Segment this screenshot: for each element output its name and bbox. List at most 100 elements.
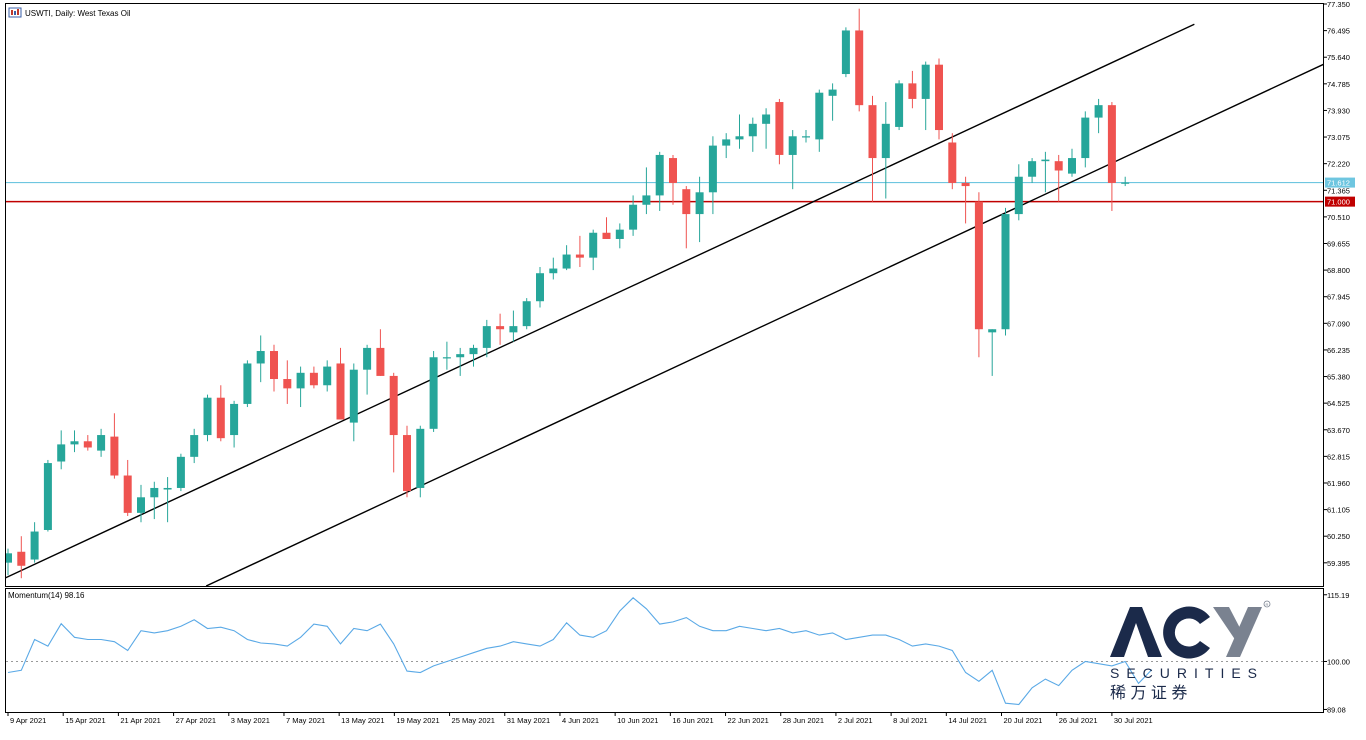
candle xyxy=(602,217,611,239)
candle xyxy=(469,344,478,367)
candle-body xyxy=(163,487,172,490)
price-tick-label: 68.800 xyxy=(1327,266,1350,275)
candle-body xyxy=(389,375,398,436)
candle xyxy=(270,344,278,392)
candle-body xyxy=(602,232,611,239)
candle-body xyxy=(482,326,491,348)
date-tick-label: 9 Apr 2021 xyxy=(10,716,46,725)
date-tick-label: 21 Apr 2021 xyxy=(120,716,160,725)
momentum-plot-area[interactable] xyxy=(6,597,1323,706)
candle xyxy=(150,481,159,520)
momentum-tick-label: 100.00 xyxy=(1327,657,1350,666)
candle-body xyxy=(868,105,877,159)
candle xyxy=(17,536,26,579)
candle-body xyxy=(788,136,797,155)
lower-channel-trendline[interactable] xyxy=(205,60,1333,586)
price-tick-label: 77.350 xyxy=(1327,0,1350,9)
price-tick-label: 70.510 xyxy=(1327,213,1350,222)
candle-body xyxy=(961,182,970,187)
candle xyxy=(1014,164,1023,221)
candle-body xyxy=(469,347,478,355)
price-axis: 77.350 76.495 75.640 74.785 73.930 73.075 72.2… xyxy=(1323,0,1355,568)
candle xyxy=(43,459,52,532)
price-tick-label: 65.380 xyxy=(1327,373,1350,382)
candle-body xyxy=(70,441,79,445)
support-price-badge: 71.000 xyxy=(1325,196,1355,207)
candle xyxy=(895,80,904,131)
candle xyxy=(230,400,239,448)
candle xyxy=(323,360,332,392)
candle-body xyxy=(203,397,212,436)
candle xyxy=(735,114,744,149)
candle-body xyxy=(270,351,278,380)
candle-body xyxy=(629,204,638,230)
candle-body xyxy=(190,435,199,457)
candle xyxy=(549,257,558,280)
date-tick-label: 3 May 2021 xyxy=(231,716,270,725)
candle xyxy=(722,133,731,159)
price-tick-label: 76.495 xyxy=(1327,27,1350,36)
candle xyxy=(589,229,598,271)
upper-channel-trendline[interactable] xyxy=(0,23,1195,586)
candle-body xyxy=(150,487,159,498)
candle-body xyxy=(536,273,544,302)
candle xyxy=(575,235,584,267)
candle xyxy=(935,58,943,140)
candle xyxy=(948,133,957,190)
candle-body xyxy=(230,403,239,436)
candle xyxy=(203,394,212,442)
candle-body xyxy=(83,441,92,448)
candle xyxy=(841,27,850,78)
price-tick-label: 64.525 xyxy=(1327,399,1350,408)
candle-body xyxy=(429,357,438,429)
candle-body xyxy=(1121,182,1130,184)
candle xyxy=(243,360,252,408)
candle-body xyxy=(988,329,997,333)
candle xyxy=(629,195,638,236)
candle xyxy=(974,192,983,358)
date-tick-label: 28 Jun 2021 xyxy=(783,716,824,725)
candle xyxy=(442,341,451,370)
candle xyxy=(669,154,677,205)
candle-body xyxy=(309,372,318,386)
candle-body xyxy=(456,354,465,358)
date-tick-label: 25 May 2021 xyxy=(452,716,495,725)
date-tick-label: 30 Jul 2021 xyxy=(1114,716,1153,725)
momentum-axis: 115.19 100.00 89.08 xyxy=(1323,591,1350,714)
candle xyxy=(509,310,518,342)
candle xyxy=(855,8,864,112)
candle xyxy=(655,151,664,211)
date-tick-label: 10 Jun 2021 xyxy=(617,716,658,725)
price-tick-label: 67.090 xyxy=(1327,319,1350,328)
candle-body xyxy=(562,254,571,269)
candle-body xyxy=(549,268,558,274)
candle xyxy=(30,522,39,563)
date-tick-label: 19 May 2021 xyxy=(396,716,439,725)
candle-body xyxy=(722,139,731,146)
candle-body xyxy=(974,201,983,330)
candle xyxy=(256,335,265,383)
candle-body xyxy=(243,363,252,404)
candle-body xyxy=(283,379,292,389)
momentum-label: Momentum(14) 98.16 xyxy=(8,591,85,600)
candle-body xyxy=(1068,158,1076,174)
price-tick-label: 72.220 xyxy=(1327,160,1350,169)
date-tick-label: 13 May 2021 xyxy=(341,716,384,725)
date-tick-label: 15 Apr 2021 xyxy=(65,716,105,725)
candle xyxy=(695,176,704,243)
candle xyxy=(376,329,385,376)
date-tick-label: 20 Jul 2021 xyxy=(1004,716,1043,725)
candle xyxy=(363,344,372,395)
price-tick-label: 60.250 xyxy=(1327,532,1350,541)
candle xyxy=(1107,102,1116,211)
candle xyxy=(1041,151,1050,193)
date-tick-label: 26 Jul 2021 xyxy=(1059,716,1098,725)
candle xyxy=(416,425,425,498)
price-plot-area[interactable] xyxy=(0,8,1333,586)
candle-body xyxy=(775,102,784,155)
date-tick-label: 14 Jul 2021 xyxy=(948,716,987,725)
momentum-frame xyxy=(5,588,1324,713)
candle-body xyxy=(363,347,372,370)
momentum-line[interactable] xyxy=(7,597,1153,706)
